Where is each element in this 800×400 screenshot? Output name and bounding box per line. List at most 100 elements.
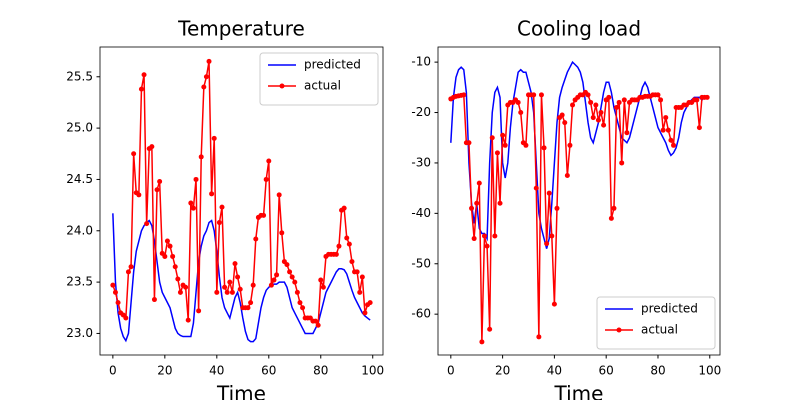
x-axis-label: Time [554,382,604,400]
marker [141,72,147,78]
marker [608,215,614,221]
x-tick-label: 100 [698,364,721,378]
legend-box [259,52,379,106]
marker [585,92,591,98]
marker [531,92,537,98]
marker [167,243,173,249]
marker [287,269,293,275]
y-tick-label: -50 [411,256,431,270]
marker [229,289,235,295]
marker [245,305,251,311]
y-tick-label: -30 [411,155,431,169]
legend-label: predicted [641,302,698,316]
marker [211,135,217,141]
x-tick-label: 80 [650,364,665,378]
legend-box [596,296,716,350]
marker [149,144,155,150]
marker [518,110,524,116]
x-tick-label: 40 [547,364,562,378]
marker [549,233,555,239]
marker [232,261,238,267]
series-line [450,60,708,249]
series-line [112,213,371,343]
marker [157,178,163,184]
marker [222,284,228,290]
marker [198,154,204,160]
marker [183,284,189,290]
marker [354,269,360,275]
marker [344,235,350,241]
marker [110,282,116,288]
x-axis-label: Time [216,382,266,400]
chart-title: Cooling load [517,17,641,41]
marker [346,241,352,247]
marker [193,176,199,182]
marker [144,221,150,227]
marker [533,185,539,191]
marker [154,187,160,193]
y-tick-label: -10 [411,55,431,69]
marker [489,135,495,141]
marker [487,326,493,332]
marker [461,92,467,98]
marker [274,272,280,278]
marker [619,160,625,166]
marker [235,274,241,280]
marker [484,243,490,249]
marker [349,259,355,265]
marker [271,277,277,283]
marker [131,151,137,157]
marker [492,233,498,239]
axes-frame [99,46,384,356]
marker [551,301,557,307]
marker [469,205,475,211]
marker [177,289,183,295]
legend-marker [616,327,622,333]
marker [616,99,622,105]
marker [162,253,168,259]
marker [538,92,544,98]
y-tick-label: 24.0 [66,223,93,237]
x-tick-label: 20 [157,364,172,378]
marker [136,192,142,198]
legend-label: actual [641,323,678,337]
marker [248,300,254,306]
y-tick-label: 25.0 [66,121,93,135]
marker [318,277,324,283]
marker [315,322,321,328]
marker [196,308,202,314]
marker [261,212,267,218]
marker [562,120,568,126]
marker [367,300,373,306]
marker [224,289,230,295]
marker [297,300,303,306]
marker [284,262,290,268]
marker [658,97,664,103]
marker [541,145,547,151]
x-tick-label: 100 [361,364,384,378]
marker [294,289,300,295]
y-tick-label: 25.5 [66,69,93,83]
marker [471,236,477,242]
marker [253,236,259,242]
marker [474,200,480,206]
marker [115,300,121,306]
y-tick-label: 23.5 [66,275,93,289]
y-tick-label: 24.5 [66,172,93,186]
marker [289,274,295,280]
marker [479,339,485,345]
marker [268,282,274,288]
marker [170,253,176,259]
marker [595,117,601,123]
marker [292,279,298,285]
marker [614,104,620,110]
marker [266,158,272,164]
marker [494,150,500,156]
marker [536,334,542,340]
marker [665,127,671,133]
marker [559,112,565,118]
y-tick-label: -60 [411,307,431,321]
marker [546,190,552,196]
marker [671,142,677,148]
marker [151,297,157,303]
